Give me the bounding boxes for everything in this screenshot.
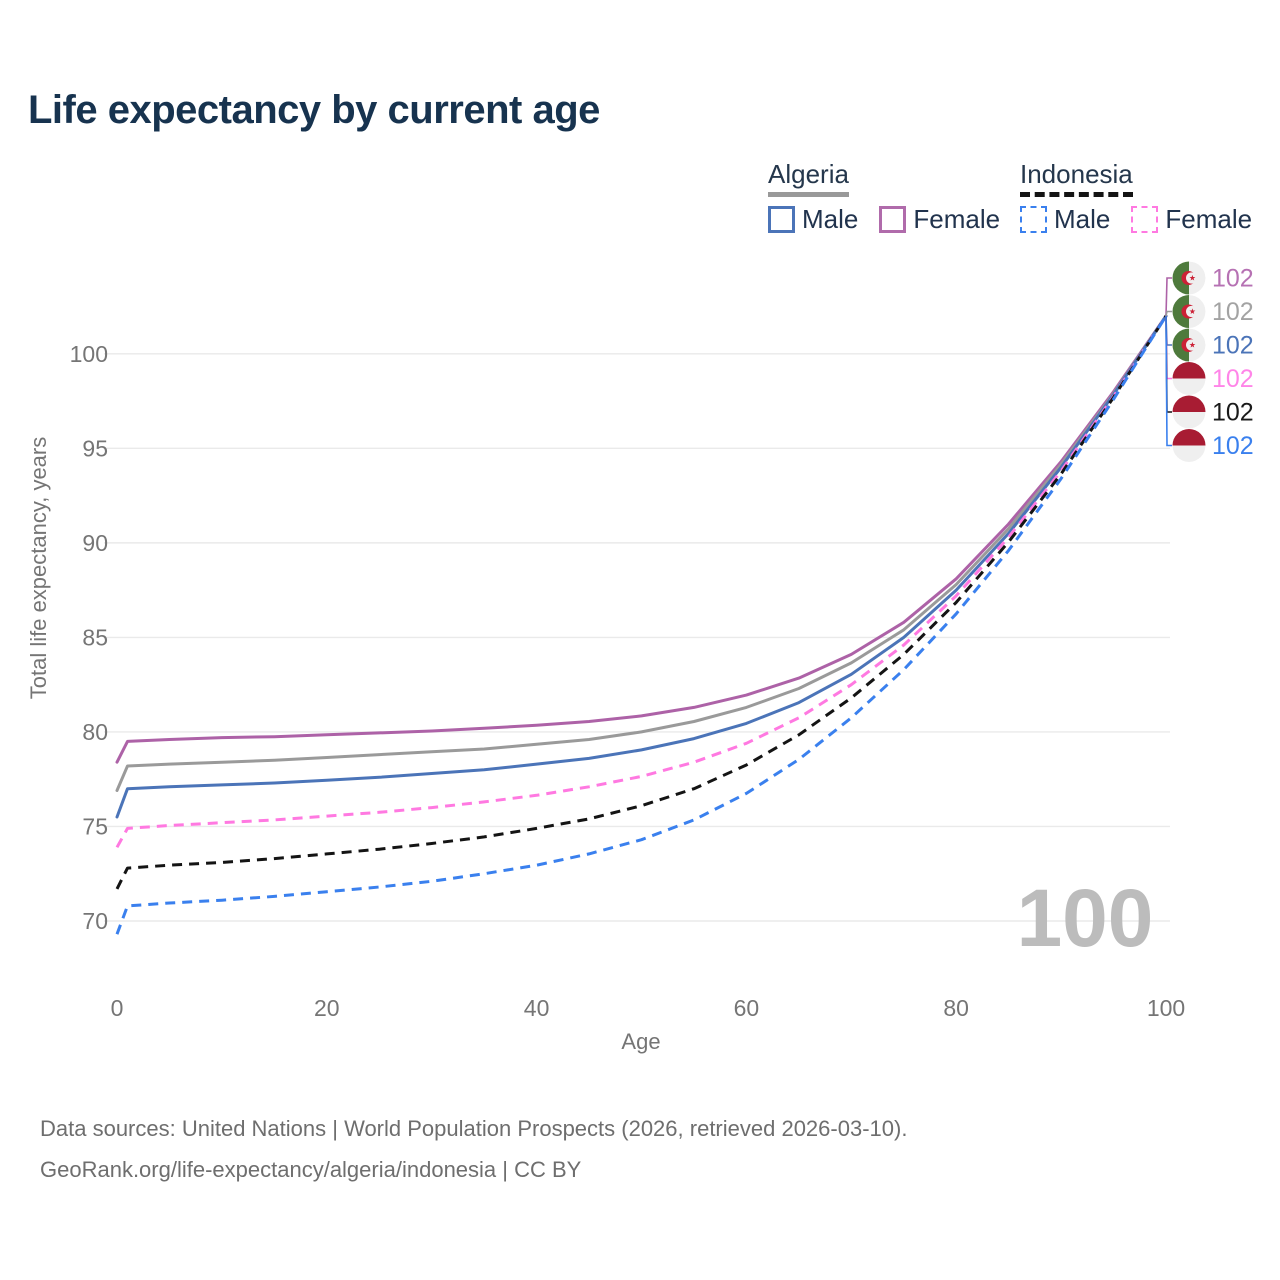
end-label-value-algeria-female: 102 [1212, 265, 1254, 293]
legend: Algeria Male Female Indonesia Male Femal… [0, 160, 1280, 240]
y-tick-70: 70 [82, 908, 108, 934]
series-line-algeria-male[interactable] [115, 314, 1168, 819]
end-label-connector [1165, 310, 1172, 317]
legend-label-indonesia-female[interactable]: Female [1165, 203, 1253, 234]
x-axis-title: Age [621, 1029, 660, 1054]
x-tick-0: 0 [111, 995, 124, 1021]
flag-icon-algeria [1172, 328, 1206, 362]
series-line-algeria-female[interactable] [115, 314, 1168, 764]
y-tick-80: 80 [82, 719, 108, 745]
end-label-connector [1165, 315, 1172, 447]
series-line-indonesia-female[interactable] [115, 315, 1168, 849]
flag-icon-algeria [1172, 261, 1206, 295]
legend-swatch-indonesia-male[interactable] [1020, 205, 1047, 233]
legend-label-indonesia-male[interactable]: Male [1054, 203, 1111, 234]
y-tick-100: 100 [70, 341, 108, 367]
end-label-value-algeria-both-sexes: 102 [1212, 298, 1254, 326]
end-label-value-algeria-male: 102 [1212, 332, 1254, 360]
legend-group-algeria: Algeria Male Female [768, 160, 1000, 235]
legend-swatch-indonesia-female[interactable] [1131, 205, 1159, 233]
footer-data-sources: Data sources: United Nations | World Pop… [40, 1116, 908, 1141]
flag-icon-indonesia [1172, 429, 1206, 462]
flag-icon-indonesia [1172, 362, 1206, 395]
footer-attribution: GeoRank.org/life-expectancy/algeria/indo… [40, 1157, 582, 1182]
end-label-connector [1165, 277, 1172, 317]
x-tick-60: 60 [734, 995, 760, 1021]
legend-header-algeria[interactable]: Algeria [768, 160, 849, 197]
x-tick-100: 100 [1147, 995, 1185, 1021]
end-label-value-indonesia-both-sexes: 102 [1212, 399, 1254, 427]
series-line-indonesia-both-sexes[interactable] [115, 315, 1168, 890]
legend-swatch-algeria-male[interactable] [768, 205, 795, 233]
page-title: Life expectancy by current age [28, 88, 600, 132]
legend-header-indonesia[interactable]: Indonesia [1020, 160, 1133, 197]
x-tick-20: 20 [314, 995, 340, 1021]
y-tick-90: 90 [82, 530, 108, 556]
legend-label-algeria-female[interactable]: Female [913, 203, 1001, 234]
y-tick-85: 85 [82, 624, 108, 650]
y-tick-75: 75 [82, 813, 108, 839]
y-axis-title: Total life expectancy, years [26, 437, 51, 700]
x-tick-80: 80 [943, 995, 969, 1021]
series-line-algeria-both-sexes[interactable] [115, 314, 1168, 792]
end-label-value-indonesia-female: 102 [1212, 365, 1254, 393]
x-tick-40: 40 [524, 995, 550, 1021]
legend-label-algeria-male[interactable]: Male [802, 203, 859, 234]
flag-icon-algeria [1172, 295, 1206, 328]
legend-swatch-algeria-female[interactable] [879, 205, 907, 233]
watermark-age-100: 100 [1017, 873, 1154, 964]
y-tick-95: 95 [82, 435, 108, 461]
legend-group-indonesia: Indonesia Male Female [1020, 160, 1252, 235]
series-line-indonesia-male[interactable] [115, 315, 1168, 935]
end-label-value-indonesia-male: 102 [1212, 432, 1254, 460]
footer: Data sources: United Nations | World Pop… [40, 1108, 907, 1190]
flag-icon-indonesia [1172, 395, 1206, 429]
